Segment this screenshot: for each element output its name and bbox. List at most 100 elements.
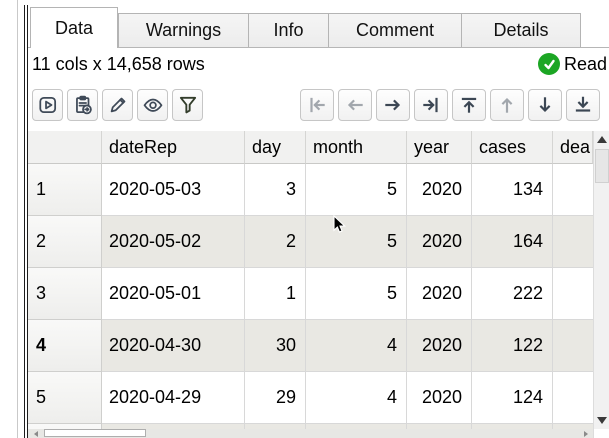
- funnel-icon: [177, 94, 199, 116]
- horizontal-scrollbar[interactable]: [28, 429, 593, 438]
- table-row: 2 2020-05-02 2 5 2020 164: [28, 216, 593, 268]
- next-row-button[interactable]: [528, 89, 562, 121]
- arrow-bar-up-icon: [458, 94, 480, 116]
- vertical-scrollbar-thumb[interactable]: [595, 149, 609, 183]
- row-number-cell[interactable]: 5: [28, 372, 102, 424]
- next-column-button[interactable]: [376, 89, 410, 121]
- table-cell[interactable]: 30: [245, 320, 306, 372]
- table-cell[interactable]: [553, 320, 593, 372]
- row-number-cell[interactable]: 1: [28, 164, 102, 216]
- table-cell[interactable]: 29: [245, 372, 306, 424]
- scroll-left-button[interactable]: [28, 429, 43, 438]
- table-cell[interactable]: 3: [245, 164, 306, 216]
- paste-values-button[interactable]: [67, 89, 98, 121]
- selected-pane-border: [24, 5, 28, 438]
- table-row: 1 2020-05-03 3 5 2020 134: [28, 164, 593, 216]
- filter-button[interactable]: [172, 89, 203, 121]
- tab-details[interactable]: Details: [461, 13, 581, 48]
- tab-info[interactable]: Info: [248, 13, 329, 48]
- table-cell[interactable]: 2020-04-30: [102, 320, 245, 372]
- corner-header-cell[interactable]: [28, 131, 102, 164]
- table-cell[interactable]: 2020: [407, 320, 472, 372]
- tab-warnings[interactable]: Warnings: [118, 13, 249, 48]
- table-cell[interactable]: 4: [306, 320, 407, 372]
- table-cell[interactable]: 2020: [407, 372, 472, 424]
- scroll-down-button[interactable]: [594, 412, 609, 429]
- table-cell[interactable]: [306, 424, 407, 429]
- triangle-down-icon: [597, 417, 607, 424]
- row-number-cell[interactable]: 4: [28, 320, 102, 372]
- arrow-bar-down-icon: [572, 94, 594, 116]
- table-cell[interactable]: [553, 372, 593, 424]
- column-header-dea[interactable]: dea: [553, 131, 593, 164]
- table-cell[interactable]: 2020: [407, 268, 472, 320]
- table-cell[interactable]: 5: [306, 164, 407, 216]
- pencil-icon: [107, 94, 129, 116]
- green-check-icon: [538, 53, 560, 75]
- table-cell[interactable]: 2020-05-03: [102, 164, 245, 216]
- table-cell[interactable]: 124: [472, 372, 553, 424]
- triangle-right-icon: [583, 430, 588, 437]
- previous-row-button[interactable]: [490, 89, 524, 121]
- data-pane: Data Warnings Info Comment Details 11 co…: [28, 0, 609, 438]
- table-cell[interactable]: 1: [245, 268, 306, 320]
- preview-button[interactable]: [137, 89, 168, 121]
- horizontal-scrollbar-thumb[interactable]: [44, 429, 146, 437]
- ready-status: Read: [538, 53, 607, 75]
- scroll-up-button[interactable]: [594, 131, 609, 148]
- table-cell[interactable]: [553, 164, 593, 216]
- arrow-right-icon: [382, 94, 404, 116]
- first-row-button[interactable]: [452, 89, 486, 121]
- table-cell[interactable]: 4: [306, 372, 407, 424]
- column-header-cases[interactable]: cases: [472, 131, 553, 164]
- table-cell[interactable]: [553, 216, 593, 268]
- table-header-row: dateRep day month year cases dea: [28, 131, 593, 164]
- table-cell[interactable]: 164: [472, 216, 553, 268]
- last-row-button[interactable]: [566, 89, 600, 121]
- column-header-dateRep[interactable]: dateRep: [102, 131, 245, 164]
- table-row: 4 2020-04-30 30 4 2020 122: [28, 320, 593, 372]
- table-cell[interactable]: [407, 424, 472, 429]
- table-cell[interactable]: 134: [472, 164, 553, 216]
- previous-column-button[interactable]: [338, 89, 372, 121]
- table-row: 3 2020-05-01 1 5 2020 222: [28, 268, 593, 320]
- first-column-button[interactable]: [300, 89, 334, 121]
- table-cell[interactable]: 2020-04-29: [102, 372, 245, 424]
- row-number-cell[interactable]: 3: [28, 268, 102, 320]
- last-column-button[interactable]: [414, 89, 448, 121]
- table-cell[interactable]: 2: [245, 216, 306, 268]
- table-cell[interactable]: 2020: [407, 216, 472, 268]
- table-cell[interactable]: [553, 268, 593, 320]
- row-number-cell[interactable]: 2: [28, 216, 102, 268]
- arrow-down-icon: [534, 94, 556, 116]
- column-header-day[interactable]: day: [245, 131, 306, 164]
- table-cell[interactable]: [102, 424, 245, 429]
- table-cell[interactable]: 122: [472, 320, 553, 372]
- row-number-cell[interactable]: [28, 424, 102, 429]
- table-cell[interactable]: 2020-05-01: [102, 268, 245, 320]
- vertical-scrollbar[interactable]: [593, 131, 609, 429]
- table-cell[interactable]: 5: [306, 216, 407, 268]
- run-button[interactable]: [32, 89, 63, 121]
- triangle-up-icon: [597, 136, 607, 143]
- table-cell[interactable]: 2020-05-02: [102, 216, 245, 268]
- tab-comment[interactable]: Comment: [328, 13, 462, 48]
- clipboard-arrow-icon: [72, 94, 94, 116]
- table-dimensions-label: 11 cols x 14,658 rows: [32, 54, 205, 74]
- scroll-right-button[interactable]: [578, 429, 593, 438]
- table-cell[interactable]: 5: [306, 268, 407, 320]
- pane-divider: [17, 0, 18, 438]
- arrow-left-icon: [344, 94, 366, 116]
- column-header-month[interactable]: month: [306, 131, 407, 164]
- column-header-year[interactable]: year: [407, 131, 472, 164]
- table-cell[interactable]: 222: [472, 268, 553, 320]
- edit-values-button[interactable]: [102, 89, 133, 121]
- table-row: 5 2020-04-29 29 4 2020 124: [28, 372, 593, 424]
- tab-data[interactable]: Data: [30, 7, 118, 48]
- scrollbar-corner: [593, 429, 609, 438]
- table-cell[interactable]: [245, 424, 306, 429]
- table-cell[interactable]: [472, 424, 553, 429]
- table-cell[interactable]: [553, 424, 593, 429]
- table-cell[interactable]: 2020: [407, 164, 472, 216]
